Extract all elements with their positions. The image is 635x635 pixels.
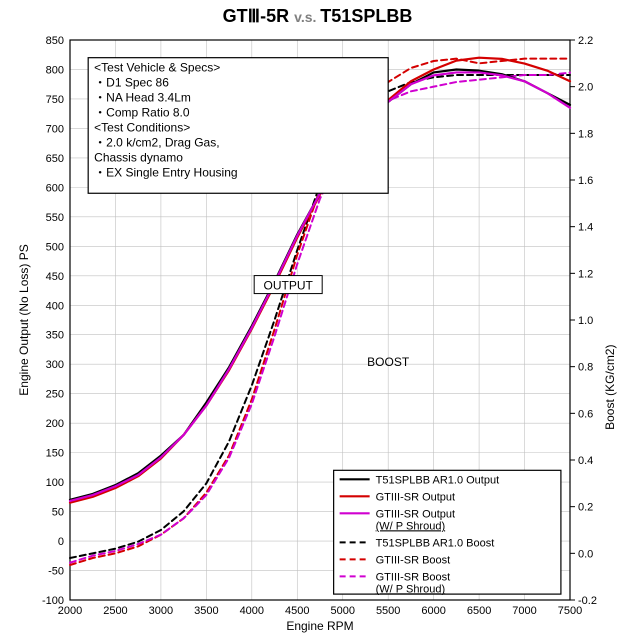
svg-text:・Comp Ratio 8.0: ・Comp Ratio 8.0: [94, 106, 190, 120]
svg-text:GTIII-SR Boost: GTIII-SR Boost: [376, 554, 451, 566]
svg-text:2.0: 2.0: [578, 82, 593, 94]
svg-text:2500: 2500: [103, 605, 127, 617]
svg-text:3500: 3500: [194, 605, 218, 617]
svg-text:<Test Conditions>: <Test Conditions>: [94, 121, 190, 135]
svg-text:OUTPUT: OUTPUT: [264, 279, 314, 293]
svg-text:-100: -100: [42, 595, 64, 607]
svg-text:350: 350: [46, 330, 64, 342]
svg-text:550: 550: [46, 212, 64, 224]
svg-text:850: 850: [46, 35, 64, 47]
svg-text:<Test Vehicle & Specs>: <Test Vehicle & Specs>: [94, 61, 220, 75]
svg-text:GTIII-SR Output: GTIII-SR Output: [376, 491, 455, 503]
svg-text:T51SPLBB AR1.0 Output: T51SPLBB AR1.0 Output: [376, 474, 500, 486]
svg-text:100: 100: [46, 477, 64, 489]
svg-text:5000: 5000: [330, 605, 354, 617]
svg-text:4000: 4000: [240, 605, 264, 617]
svg-text:Engine RPM: Engine RPM: [286, 619, 353, 633]
svg-text:BOOST: BOOST: [367, 355, 410, 369]
svg-text:0.4: 0.4: [578, 455, 593, 467]
svg-text:Engine Output (No Loss) PS: Engine Output (No Loss) PS: [17, 244, 31, 395]
svg-text:300: 300: [46, 359, 64, 371]
svg-text:GTIII-SR Output: GTIII-SR Output: [376, 508, 455, 520]
svg-text:GTIII-SR Boost: GTIII-SR Boost: [376, 571, 451, 583]
svg-text:(W/ P Shroud): (W/ P Shroud): [376, 583, 446, 595]
svg-text:700: 700: [46, 123, 64, 135]
svg-text:450: 450: [46, 271, 64, 283]
svg-text:・EX Single Entry Housing: ・EX Single Entry Housing: [94, 166, 237, 180]
svg-text:750: 750: [46, 94, 64, 106]
svg-text:4500: 4500: [285, 605, 309, 617]
svg-text:・NA Head 3.4Lm: ・NA Head 3.4Lm: [94, 91, 191, 105]
svg-text:(W/ P Shroud): (W/ P Shroud): [376, 520, 446, 532]
svg-text:150: 150: [46, 448, 64, 460]
svg-text:0: 0: [58, 536, 64, 548]
svg-text:1.6: 1.6: [578, 175, 593, 187]
svg-text:200: 200: [46, 418, 64, 430]
svg-text:7000: 7000: [512, 605, 536, 617]
svg-text:1.2: 1.2: [578, 268, 593, 280]
svg-text:T51SPLBB AR1.0 Boost: T51SPLBB AR1.0 Boost: [376, 537, 495, 549]
svg-text:0.6: 0.6: [578, 408, 593, 420]
svg-text:・D1 Spec 86: ・D1 Spec 86: [94, 76, 169, 90]
svg-text:6000: 6000: [421, 605, 445, 617]
svg-text:500: 500: [46, 241, 64, 253]
svg-text:0.0: 0.0: [578, 548, 593, 560]
svg-text:0.8: 0.8: [578, 362, 593, 374]
svg-text:1.8: 1.8: [578, 128, 593, 140]
svg-text:5500: 5500: [376, 605, 400, 617]
svg-text:Chassis dynamo: Chassis dynamo: [94, 151, 183, 165]
svg-text:-50: -50: [48, 566, 64, 578]
svg-text:800: 800: [46, 64, 64, 76]
svg-text:400: 400: [46, 300, 64, 312]
svg-text:50: 50: [52, 507, 64, 519]
svg-text:1.4: 1.4: [578, 222, 593, 234]
svg-text:250: 250: [46, 389, 64, 401]
svg-text:600: 600: [46, 182, 64, 194]
svg-text:6500: 6500: [467, 605, 491, 617]
svg-text:Boost (KG/cm2): Boost (KG/cm2): [603, 345, 617, 430]
svg-text:・2.0 k/cm2, Drag Gas,: ・2.0 k/cm2, Drag Gas,: [94, 136, 219, 150]
dyno-chart: 2000250030003500400045005000550060006500…: [0, 0, 635, 635]
svg-text:1.0: 1.0: [578, 315, 593, 327]
svg-text:650: 650: [46, 153, 64, 165]
svg-text:0.2: 0.2: [578, 502, 593, 514]
svg-text:2.2: 2.2: [578, 35, 593, 47]
svg-text:-0.2: -0.2: [578, 595, 597, 607]
svg-text:3000: 3000: [149, 605, 173, 617]
